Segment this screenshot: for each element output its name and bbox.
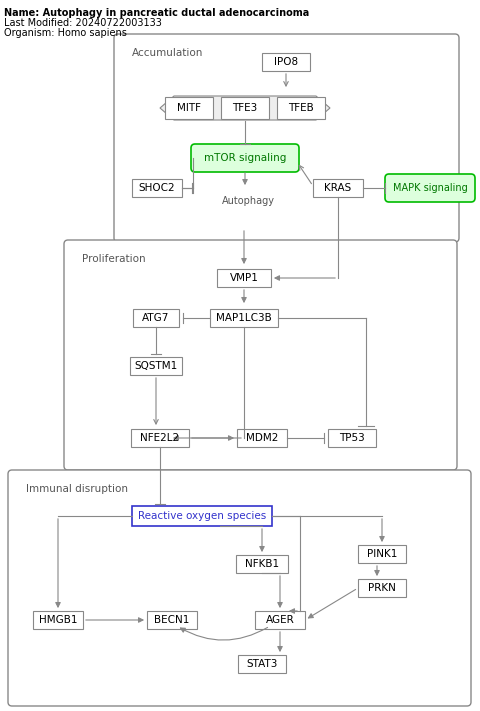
Text: Organism: Homo sapiens: Organism: Homo sapiens (4, 28, 127, 38)
Bar (210, 309, 278, 327)
Bar (33, 611, 83, 629)
Text: TFE3: TFE3 (232, 103, 258, 113)
Bar (165, 97, 213, 119)
Text: IPO8: IPO8 (274, 57, 298, 67)
Text: TFEB: TFEB (288, 103, 314, 113)
Text: MITF: MITF (177, 103, 201, 113)
Bar (328, 429, 376, 447)
Text: VMP1: VMP1 (229, 273, 258, 283)
Bar (132, 179, 182, 197)
Text: ATG7: ATG7 (142, 313, 170, 323)
Bar (130, 357, 182, 375)
Text: AGER: AGER (265, 615, 294, 625)
Text: PINK1: PINK1 (367, 549, 397, 559)
Text: TP53: TP53 (339, 433, 365, 443)
Bar (131, 429, 189, 447)
Text: Autophagy: Autophagy (221, 196, 275, 206)
Text: SQSTM1: SQSTM1 (134, 361, 178, 371)
Text: MAPK signaling: MAPK signaling (393, 183, 468, 193)
Text: Immunal disruption: Immunal disruption (26, 484, 128, 494)
Polygon shape (160, 96, 330, 120)
Text: HMGB1: HMGB1 (39, 615, 77, 625)
Text: PRKN: PRKN (368, 583, 396, 593)
Bar (238, 655, 286, 673)
Text: Last Modified: 20240722003133: Last Modified: 20240722003133 (4, 18, 162, 28)
Text: STAT3: STAT3 (246, 659, 278, 669)
Text: BECN1: BECN1 (154, 615, 190, 625)
Bar (147, 611, 197, 629)
FancyBboxPatch shape (8, 470, 471, 706)
Bar (358, 545, 406, 563)
Text: MDM2: MDM2 (246, 433, 278, 443)
Bar (132, 506, 272, 526)
Text: mTOR signaling: mTOR signaling (204, 153, 286, 163)
Bar (313, 179, 363, 197)
Bar (133, 309, 179, 327)
Text: Reactive oxygen species: Reactive oxygen species (138, 511, 266, 521)
Text: NFKB1: NFKB1 (245, 559, 279, 569)
Bar (255, 611, 305, 629)
FancyBboxPatch shape (191, 144, 299, 172)
FancyBboxPatch shape (114, 34, 459, 242)
Text: Proliferation: Proliferation (82, 254, 145, 264)
Bar (262, 53, 310, 71)
Text: Accumulation: Accumulation (132, 48, 204, 58)
Bar (217, 269, 271, 287)
Text: MAP1LC3B: MAP1LC3B (216, 313, 272, 323)
FancyBboxPatch shape (385, 174, 475, 202)
Bar (237, 429, 287, 447)
Bar (358, 579, 406, 597)
Text: NFE2L2: NFE2L2 (141, 433, 180, 443)
Text: SHOC2: SHOC2 (139, 183, 175, 193)
Text: Name: Autophagy in pancreatic ductal adenocarcinoma: Name: Autophagy in pancreatic ductal ade… (4, 8, 309, 18)
Bar (277, 97, 325, 119)
Bar (221, 97, 269, 119)
Bar (236, 555, 288, 573)
FancyBboxPatch shape (64, 240, 457, 470)
Text: KRAS: KRAS (324, 183, 352, 193)
